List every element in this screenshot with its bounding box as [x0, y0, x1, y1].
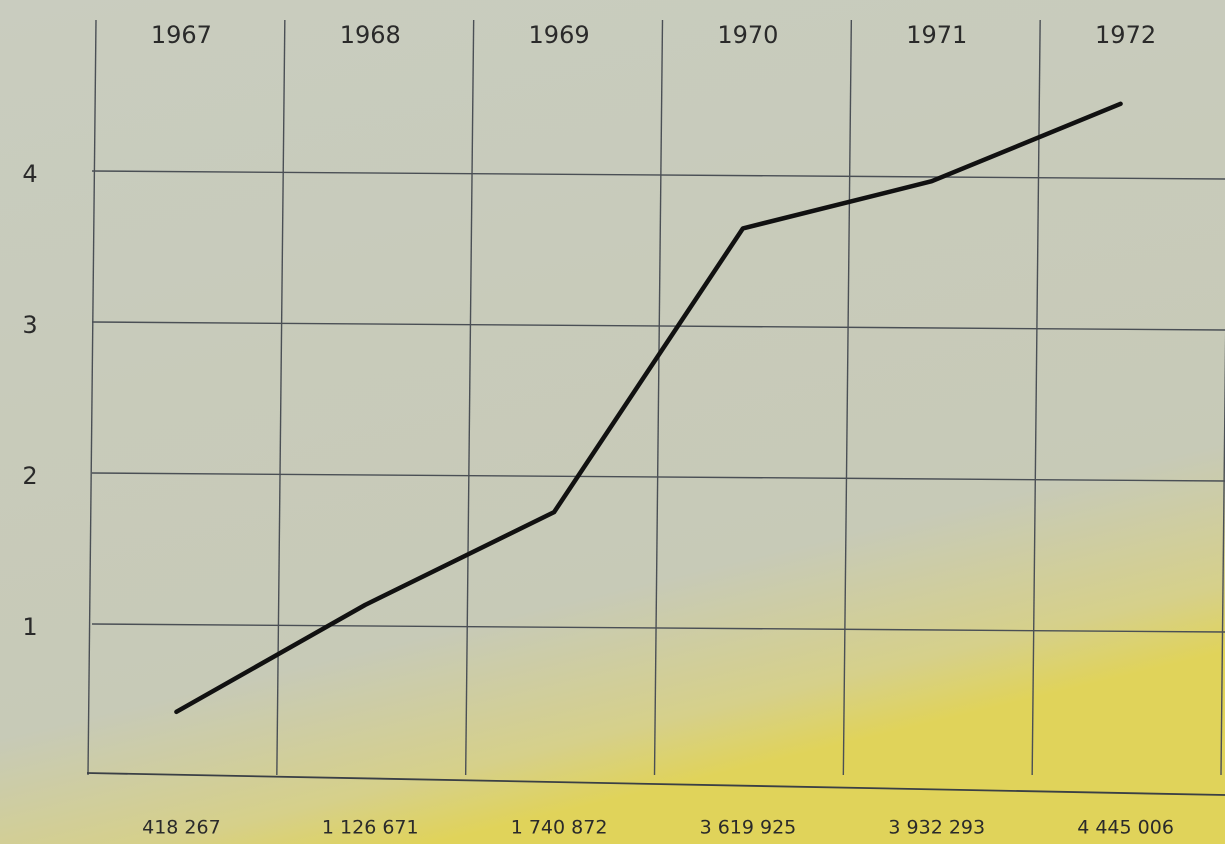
- year-label: 1972: [1095, 21, 1156, 49]
- value-label: 3 619 925: [700, 817, 797, 839]
- value-label: 1 126 671: [322, 817, 419, 839]
- grid-line: [91, 170, 1225, 180]
- y-tick-label: 4: [22, 160, 37, 188]
- year-label: 1968: [340, 21, 401, 49]
- y-tick-label: 3: [22, 311, 37, 339]
- column-line: [653, 19, 664, 776]
- year-label: 1967: [151, 21, 212, 49]
- year-label: 1969: [529, 21, 590, 49]
- column-line: [842, 19, 853, 776]
- value-label: 3 932 293: [888, 817, 985, 839]
- y-tick-label: 1: [22, 613, 37, 641]
- year-label: 1971: [906, 21, 967, 49]
- y-tick-label: 2: [22, 462, 37, 490]
- column-line: [1220, 331, 1225, 776]
- grid-line: [91, 321, 1225, 331]
- value-label: 418 267: [142, 817, 221, 839]
- data-line: [174, 101, 1123, 715]
- column-line: [464, 19, 475, 776]
- grid-line: [91, 623, 1225, 633]
- column-line: [87, 19, 97, 776]
- x-axis: [86, 772, 1225, 796]
- value-label: 4 445 006: [1077, 817, 1174, 839]
- value-label: 1 740 872: [511, 817, 608, 839]
- grid-line: [91, 472, 1225, 482]
- column-line: [1031, 19, 1041, 776]
- year-label: 1970: [717, 21, 778, 49]
- column-line: [276, 19, 286, 776]
